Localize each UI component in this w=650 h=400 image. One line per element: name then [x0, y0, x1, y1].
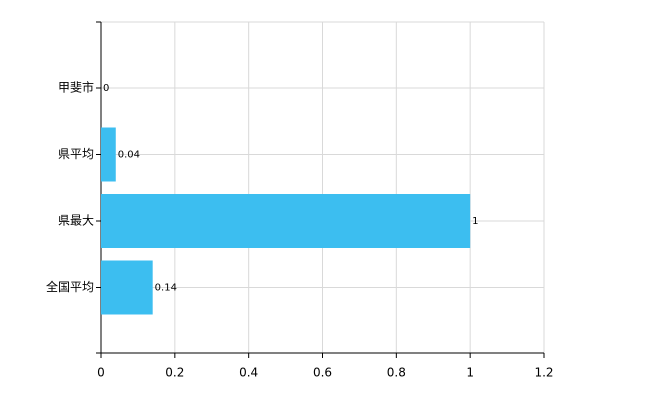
y-tick-label: 全国平均 — [46, 279, 94, 294]
x-tick-label: 0.8 — [387, 366, 406, 380]
y-tick-label: 甲斐市 — [58, 80, 94, 95]
x-tick-label: 0.4 — [239, 366, 258, 380]
x-tick-label: 1.2 — [534, 366, 553, 380]
value-label: 1 — [472, 216, 478, 227]
value-label: 0.14 — [155, 283, 177, 294]
x-tick-label: 0 — [97, 366, 105, 380]
bar — [101, 127, 116, 182]
x-tick-label: 0.6 — [313, 366, 332, 380]
bar — [101, 194, 471, 248]
bar — [101, 260, 153, 315]
value-label: 0 — [103, 83, 109, 94]
x-tick-label: 0.2 — [165, 366, 184, 380]
y-tick-label: 県平均 — [58, 147, 94, 161]
value-label: 0.04 — [118, 150, 140, 161]
x-tick-label: 1 — [466, 366, 474, 380]
y-tick-label: 県最大 — [58, 214, 94, 228]
